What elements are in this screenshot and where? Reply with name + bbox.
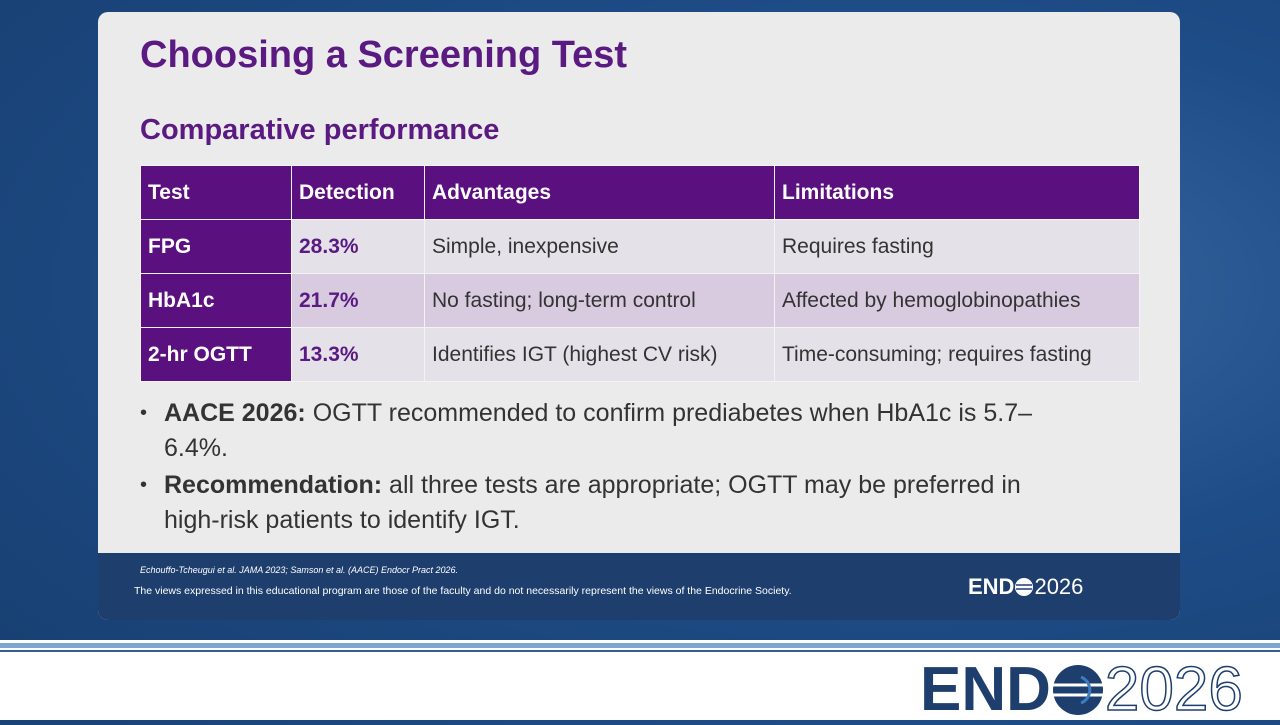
row: FPG 28.3% Simple, inexpensive Requires f…	[140, 219, 1140, 274]
title: Choosing a Screening Test	[140, 34, 628, 76]
bullet-list: AACE 2026: OGTT recommended to confirm p…	[140, 396, 1080, 540]
subtitle: Comparative performance	[140, 114, 500, 146]
slide-card: Choosing a Screening Test Comparative pe…	[98, 12, 1180, 620]
logo-globe	[1052, 664, 1103, 715]
cell: 13.3%	[291, 327, 425, 382]
header-cell: Advantages	[424, 165, 775, 220]
header-cell: Test	[140, 165, 292, 220]
logo-left: END	[920, 655, 1051, 724]
bullet-text: OGTT recommended to confirm prediabetes …	[164, 399, 1033, 462]
citation: Echouffo-Tcheugui et al. JAMA 2023; Sams…	[140, 565, 459, 575]
logo-right: 2026	[1104, 654, 1243, 725]
bottom-strip: END 2026	[0, 640, 1280, 725]
strip-line	[0, 650, 1280, 652]
cell: HbA1c	[140, 273, 292, 328]
bullet-lead: Recommendation:	[164, 471, 383, 499]
cell: Time-consuming; requires fasting	[774, 327, 1140, 382]
comparison-table: Test Detection Advantages Limitations FP…	[140, 165, 1140, 382]
bullet-text: all three tests are appropriate; OGTT ma…	[164, 471, 1021, 534]
logo-right: 2026	[1034, 574, 1084, 599]
logo-globe	[1015, 578, 1034, 596]
header-cell: Limitations	[774, 165, 1140, 220]
cell: Requires fasting	[774, 219, 1140, 274]
bullet: AACE 2026: OGTT recommended to confirm p…	[140, 396, 1080, 466]
cell: 2-hr OGTT	[140, 327, 292, 382]
disclaimer: The views expressed in this educational …	[134, 585, 792, 597]
logo-left: END	[968, 574, 1015, 599]
cell: 28.3%	[291, 219, 425, 274]
bullet-lead: AACE 2026:	[164, 399, 306, 427]
header-cell: Detection	[291, 165, 425, 220]
cell: FPG	[140, 219, 292, 274]
cell: 21.7%	[291, 273, 425, 328]
footer: Echouffo-Tcheugui et al. JAMA 2023; Sams…	[98, 553, 1180, 620]
logo-large: END 2026	[920, 654, 1244, 725]
row: HbA1c 21.7% No fasting; long-term contro…	[140, 273, 1140, 328]
header-row: Test Detection Advantages Limitations	[140, 165, 1140, 220]
cell: Identifies IGT (highest CV risk)	[424, 327, 775, 382]
cell: Affected by hemoglobinopathies	[774, 273, 1140, 328]
cell: Simple, inexpensive	[424, 219, 775, 274]
logo-small: END 2026	[968, 574, 1083, 600]
row: 2-hr OGTT 13.3% Identifies IGT (highest …	[140, 327, 1140, 382]
bullet: Recommendation: all three tests are appr…	[140, 468, 1080, 538]
strip-line	[0, 643, 1280, 648]
cell: No fasting; long-term control	[424, 273, 775, 328]
